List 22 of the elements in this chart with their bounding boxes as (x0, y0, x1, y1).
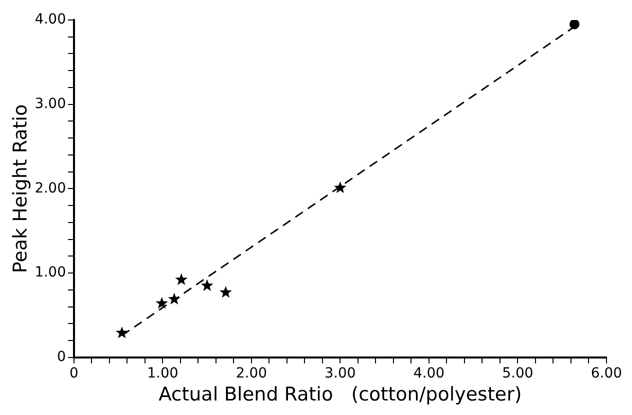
point (168, 292, 180, 304)
x-tick-label: 4.00 (413, 365, 445, 382)
y-tick-label: 1.00 (34, 264, 66, 281)
y-axis-title: Peak Height Ratio (9, 104, 32, 274)
point (334, 181, 346, 194)
point (220, 286, 232, 298)
point (569, 20, 580, 30)
y-tick-label: 2.00 (34, 180, 66, 196)
point (156, 296, 168, 309)
point (200, 279, 214, 291)
point (175, 273, 188, 286)
x-tick-label: 3.00 (324, 365, 356, 382)
y-tick-label: 3.00 (34, 96, 66, 112)
y-tick-label: 4.00 (34, 12, 66, 28)
y-tick-label: 0 (57, 349, 66, 366)
x-tick-label: 5.00 (502, 365, 534, 382)
x-tick-label: 0 (70, 365, 78, 382)
point (116, 326, 128, 338)
x-tick-label: 1.00 (147, 365, 178, 382)
x-axis-title: Actual Blend Ratio (cotton/polyester) (158, 384, 522, 406)
x-tick-label: 6.00 (590, 365, 622, 382)
x-tick-label: 2.00 (236, 365, 268, 382)
